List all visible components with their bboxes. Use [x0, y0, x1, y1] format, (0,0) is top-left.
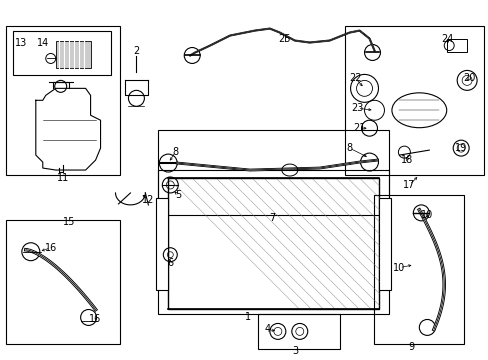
Text: 5: 5: [175, 190, 181, 200]
Text: 16: 16: [44, 243, 57, 253]
Bar: [56, 41, 90, 68]
Text: 8: 8: [346, 143, 352, 153]
Bar: [158, 170, 388, 315]
Text: 24: 24: [440, 33, 452, 44]
Text: 16: 16: [89, 314, 102, 324]
Bar: [6, 220, 120, 345]
Text: 6: 6: [167, 258, 173, 268]
Text: 3: 3: [292, 346, 298, 356]
Bar: [168, 178, 379, 310]
Text: 21: 21: [353, 123, 365, 133]
Text: 22: 22: [348, 73, 361, 84]
Bar: [344, 26, 483, 175]
Bar: [6, 26, 120, 175]
Text: 13: 13: [15, 37, 27, 48]
Text: 23: 23: [351, 103, 363, 113]
Bar: [447, 39, 466, 53]
Bar: [374, 195, 463, 345]
Text: 10: 10: [420, 210, 432, 220]
Bar: [379, 198, 390, 289]
Text: 8: 8: [172, 147, 178, 157]
Text: 14: 14: [37, 37, 49, 48]
Text: 18: 18: [401, 155, 413, 165]
Bar: [158, 130, 388, 215]
Text: 19: 19: [454, 143, 467, 153]
Text: 17: 17: [402, 180, 415, 190]
Text: 7: 7: [268, 213, 274, 223]
Text: 20: 20: [462, 73, 474, 84]
Bar: [13, 31, 110, 75]
Bar: [258, 315, 339, 349]
Text: 25: 25: [278, 33, 290, 44]
Text: 15: 15: [62, 217, 75, 227]
Text: 4: 4: [264, 324, 270, 334]
Text: 2: 2: [133, 45, 139, 55]
Text: 10: 10: [392, 263, 405, 273]
Text: 9: 9: [407, 342, 413, 352]
Text: 12: 12: [142, 195, 154, 205]
Bar: [156, 198, 168, 289]
Text: 11: 11: [57, 173, 69, 183]
Text: 1: 1: [244, 312, 250, 323]
